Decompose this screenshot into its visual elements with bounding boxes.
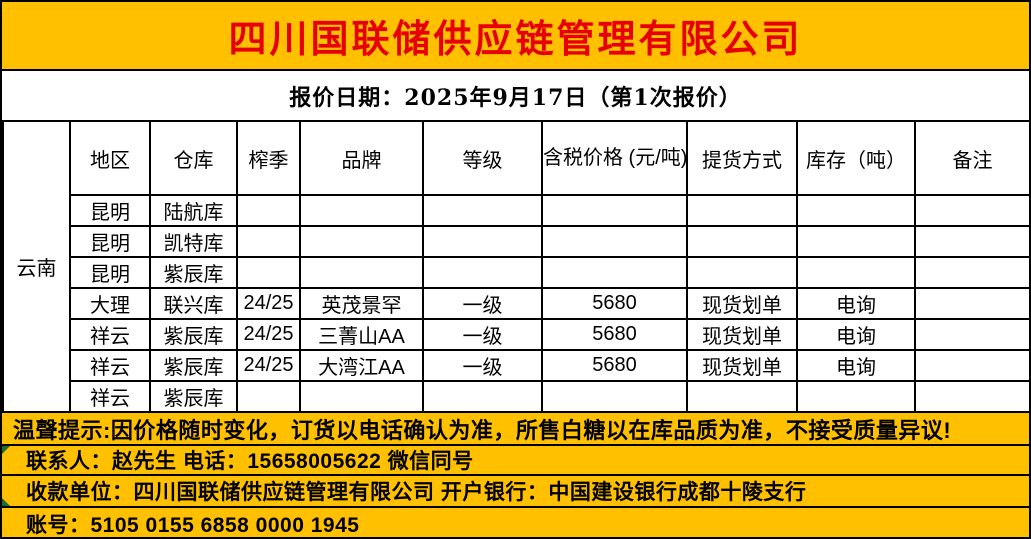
cell-warehouse: 联兴库 bbox=[149, 287, 238, 320]
cell-season: 24/25 bbox=[236, 349, 301, 382]
cell-brand bbox=[299, 380, 424, 413]
table-row: 祥云 紫辰库 24/25 三菁山AA 一级 5680 现货划单 电询 bbox=[3, 318, 1029, 351]
cell-price: 5680 bbox=[541, 349, 688, 382]
cell-note bbox=[914, 225, 1029, 258]
cell-stock: 电询 bbox=[796, 349, 916, 382]
cell-warehouse: 凯特库 bbox=[149, 225, 238, 258]
cell-price bbox=[541, 225, 688, 258]
cell-pickup: 现货划单 bbox=[686, 318, 798, 351]
cell-stock bbox=[796, 225, 916, 258]
account-text: 账号：5105 0155 6858 0000 1945 bbox=[26, 513, 360, 537]
col-header-brand: 品牌 bbox=[299, 120, 424, 196]
date-bar: 报价日期：2025年9月17日（第1次报价） bbox=[2, 71, 1029, 120]
cell-note bbox=[914, 318, 1029, 351]
cell-season bbox=[236, 194, 301, 227]
col-header-price: 含税价格 (元/吨) bbox=[541, 120, 688, 196]
cell-brand bbox=[299, 194, 424, 227]
cell-pickup bbox=[686, 380, 798, 413]
cell-season bbox=[236, 256, 301, 289]
cell-note bbox=[914, 256, 1029, 289]
col-header-season: 榨季 bbox=[236, 120, 301, 196]
cell-brand bbox=[299, 225, 424, 258]
cell-season bbox=[236, 225, 301, 258]
cell-stock bbox=[796, 194, 916, 227]
cell-price bbox=[541, 256, 688, 289]
cell-grade bbox=[422, 256, 543, 289]
cell-district: 昆明 bbox=[69, 256, 151, 289]
cell-pickup: 现货划单 bbox=[686, 349, 798, 382]
cell-pickup bbox=[686, 256, 798, 289]
col-header-warehouse: 仓库 bbox=[149, 120, 238, 196]
col-header-grade: 等级 bbox=[422, 120, 543, 196]
table-row: 大理 联兴库 24/25 英茂景罕 一级 5680 现货划单 电询 bbox=[3, 287, 1029, 320]
quotation-table: 云南 地区 仓库 榨季 品牌 等级 含税价格 (元/吨) 提货方式 库存（吨） … bbox=[2, 120, 1029, 413]
cell-grade: 一级 bbox=[422, 349, 543, 382]
table-row: 昆明 紫辰库 bbox=[3, 256, 1029, 289]
account-bar: 账号：5105 0155 6858 0000 1945 bbox=[2, 506, 1029, 537]
cell-grade bbox=[422, 194, 543, 227]
cell-season: 24/25 bbox=[236, 287, 301, 320]
header-row: 云南 地区 仓库 榨季 品牌 等级 含税价格 (元/吨) 提货方式 库存（吨） … bbox=[2, 120, 1029, 413]
cell-warehouse: 陆航库 bbox=[149, 194, 238, 227]
contact-bar: 联系人：赵先生 电话：15658005622 微信同号 bbox=[2, 444, 1029, 474]
payee-bar: 收款单位：四川国联储供应链管理有限公司 开户银行：中国建设银行成都十陵支行 bbox=[2, 474, 1029, 506]
col-header-note: 备注 bbox=[914, 120, 1029, 196]
cell-stock: 电询 bbox=[796, 318, 916, 351]
cell-district: 昆明 bbox=[69, 194, 151, 227]
cell-price: 5680 bbox=[541, 318, 688, 351]
cell-district: 祥云 bbox=[69, 349, 151, 382]
cell-grade: 一级 bbox=[422, 318, 543, 351]
region-cell: 云南 bbox=[2, 120, 71, 413]
notice-text: 温聲提示:因价格随时变化，订货以电话确认为准，所售白糖以在库品质为准，不接受质量… bbox=[13, 417, 952, 443]
cell-grade bbox=[422, 225, 543, 258]
cell-stock: 电询 bbox=[796, 287, 916, 320]
cell-stock bbox=[796, 380, 916, 413]
cell-district: 祥云 bbox=[69, 318, 151, 351]
table-row: 祥云 紫辰库 24/25 大湾江AA 一级 5680 现货划单 电询 bbox=[3, 349, 1029, 382]
cell-price bbox=[541, 380, 688, 413]
cell-note bbox=[914, 380, 1029, 413]
contact-text: 联系人：赵先生 电话：15658005622 微信同号 bbox=[26, 450, 474, 473]
error-check-triangle-icon bbox=[2, 446, 10, 454]
cell-note bbox=[914, 287, 1029, 320]
table-row: 祥云 紫辰库 bbox=[3, 380, 1029, 413]
cell-note bbox=[914, 349, 1029, 382]
cell-pickup: 现货划单 bbox=[686, 287, 798, 320]
error-check-triangle-icon bbox=[2, 498, 10, 506]
table-row: 昆明 陆航库 bbox=[3, 194, 1029, 227]
cell-district: 大理 bbox=[69, 287, 151, 320]
cell-price: 5680 bbox=[541, 287, 688, 320]
cell-stock bbox=[796, 256, 916, 289]
payee-text: 收款单位：四川国联储供应链管理有限公司 开户银行：中国建设银行成都十陵支行 bbox=[26, 481, 807, 504]
cell-brand bbox=[299, 256, 424, 289]
col-header-stock: 库存（吨） bbox=[796, 120, 916, 196]
cell-warehouse: 紫辰库 bbox=[149, 349, 238, 382]
cell-grade bbox=[422, 380, 543, 413]
company-title: 四川国联储供应链管理有限公司 bbox=[228, 16, 803, 61]
cell-season bbox=[236, 380, 301, 413]
cell-grade: 一级 bbox=[422, 287, 543, 320]
cell-warehouse: 紫辰库 bbox=[149, 256, 238, 289]
cell-pickup bbox=[686, 194, 798, 227]
title-bar: 四川国联储供应链管理有限公司 bbox=[2, 2, 1029, 71]
cell-price bbox=[541, 194, 688, 227]
cell-season: 24/25 bbox=[236, 318, 301, 351]
cell-pickup bbox=[686, 225, 798, 258]
cell-warehouse: 紫辰库 bbox=[149, 380, 238, 413]
cell-district: 昆明 bbox=[69, 225, 151, 258]
col-header-pickup: 提货方式 bbox=[686, 120, 798, 196]
cell-brand: 英茂景罕 bbox=[299, 287, 424, 320]
cell-brand: 三菁山AA bbox=[299, 318, 424, 351]
quote-date: 报价日期：2025年9月17日（第1次报价） bbox=[289, 84, 742, 111]
cell-note bbox=[914, 194, 1029, 227]
notice-bar: 温聲提示:因价格随时变化，订货以电话确认为准，所售白糖以在库品质为准，不接受质量… bbox=[2, 413, 1029, 444]
table-row: 昆明 凯特库 bbox=[3, 225, 1029, 258]
cell-warehouse: 紫辰库 bbox=[149, 318, 238, 351]
cell-district: 祥云 bbox=[69, 380, 151, 413]
col-header-district: 地区 bbox=[69, 120, 151, 196]
cell-brand: 大湾江AA bbox=[299, 349, 424, 382]
